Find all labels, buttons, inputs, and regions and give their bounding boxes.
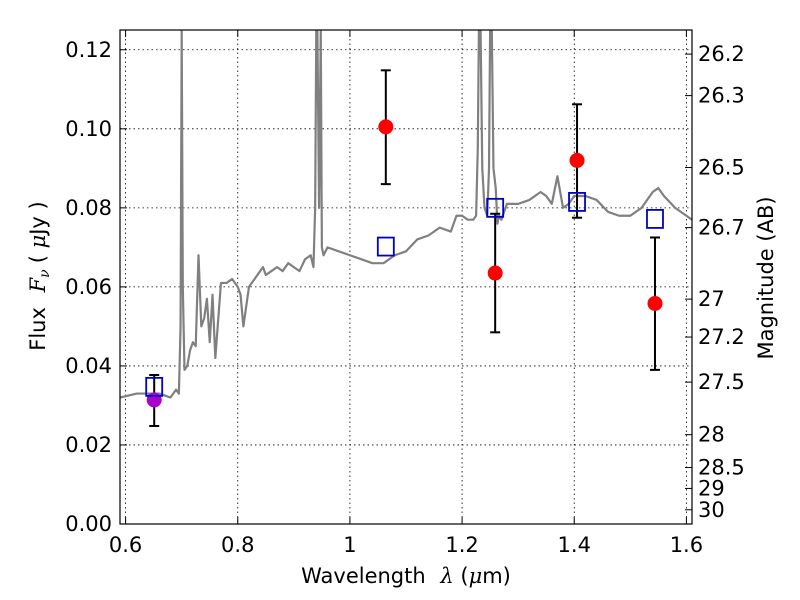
x-tick-label: 0.8 [221, 533, 254, 557]
model-photometry-square [486, 197, 505, 218]
y2-tick-label: 28 [698, 423, 725, 447]
y2-tick-label: 26.2 [698, 42, 745, 66]
x-tick-label: 0.6 [109, 533, 142, 557]
y-tick-label: 0.12 [65, 38, 112, 62]
model-spectrum-line [120, 30, 692, 399]
y-tick-label: 0.10 [65, 117, 112, 141]
y2-tick-label: 30 [698, 498, 725, 522]
x-tick-label: 1.2 [445, 533, 478, 557]
y2-tick-label: 28.5 [698, 455, 745, 479]
model-photometry-square [646, 209, 664, 229]
plot-frame [119, 29, 693, 525]
observed-point [487, 265, 503, 281]
y-tick-label: 0.08 [65, 196, 112, 220]
y-tick-label: 0.02 [65, 433, 112, 457]
y2-tick-label: 26.3 [698, 84, 745, 108]
x-ticks: 0.6 0.8 1 1.2 1.4 1.6 [109, 30, 703, 557]
y2-axis-title: Magnitude (AB) [754, 196, 778, 359]
y2-tick-label: 27.5 [698, 370, 745, 394]
y-tick-label: 0.06 [65, 275, 112, 299]
observed-point [647, 295, 663, 311]
grid [120, 30, 692, 525]
error-bars [149, 69, 660, 427]
y2-tick-label: 26.7 [698, 216, 745, 240]
model-photometry-square [376, 236, 395, 257]
observed-point [146, 392, 162, 408]
y2-tick-label: 27 [698, 287, 725, 311]
y2-tick-label: 27.2 [698, 325, 745, 349]
x-tick-label: 1.6 [670, 533, 703, 557]
y-ticks: 0.00 0.02 0.04 0.06 0.08 0.10 0.12 [65, 38, 127, 536]
model-photometry-squares [145, 192, 664, 397]
observed-points [146, 119, 663, 408]
observed-point [378, 119, 394, 135]
y2-tick-label: 29 [698, 476, 725, 500]
model-photometry-square [145, 376, 164, 397]
x-axis-title: Wavelength λ (μm) [301, 564, 511, 588]
model-photometry-square [568, 192, 586, 212]
x-tick-label: 1.4 [558, 533, 591, 557]
y-axis-title: Flux Fν( μJy ) [26, 201, 53, 350]
y-tick-label: 0.04 [65, 354, 112, 378]
y-tick-label: 0.00 [65, 512, 112, 536]
y2-tick-label: 26.5 [698, 156, 745, 180]
x-tick-label: 1 [343, 533, 356, 557]
observed-point [569, 152, 585, 168]
